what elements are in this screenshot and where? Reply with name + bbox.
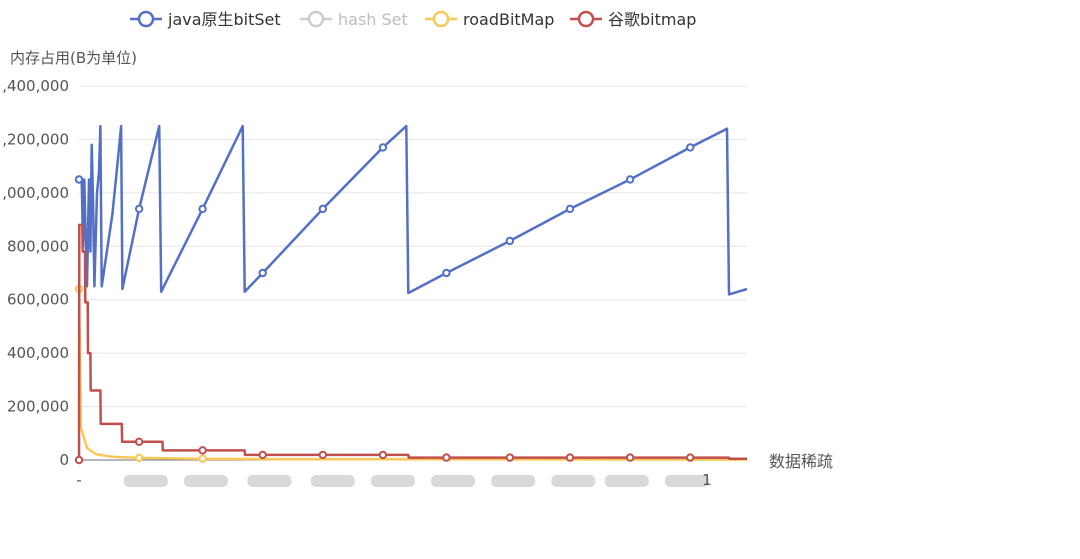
- data-point-marker[interactable]: [258, 450, 267, 460]
- data-point-marker[interactable]: [686, 453, 695, 462]
- x-tick-label-blurred: [123, 475, 168, 487]
- series-line: [79, 124, 748, 296]
- data-point-marker[interactable]: [565, 204, 575, 214]
- x-tick-label-blurred: [604, 475, 649, 487]
- data-point-marker[interactable]: [318, 450, 328, 460]
- data-point-marker[interactable]: [198, 454, 207, 463]
- legend-item[interactable]: hash Set: [300, 10, 408, 29]
- legend-circle-icon: [137, 10, 155, 28]
- legend-item[interactable]: roadBitMap: [425, 10, 554, 29]
- data-point-marker[interactable]: [318, 204, 328, 214]
- y-tick-label: ,400,000: [2, 77, 69, 95]
- series-line: [77, 223, 747, 461]
- data-point-marker[interactable]: [74, 455, 84, 465]
- series-line: [77, 288, 748, 461]
- legend[interactable]: java原生bitSet hash Set roadBitMap 谷歌bitmap: [130, 10, 696, 29]
- data-point-marker[interactable]: [258, 268, 267, 278]
- x-tick-label-blurred: [370, 475, 415, 487]
- data-point-marker[interactable]: [378, 450, 388, 460]
- data-point-marker[interactable]: [565, 453, 575, 462]
- data-point-marker[interactable]: [134, 204, 144, 214]
- x-axis-title: 数据稀疏: [769, 452, 833, 471]
- legend-label: hash Set: [338, 10, 408, 29]
- legend-item[interactable]: java原生bitSet: [130, 10, 281, 29]
- legend-label: 谷歌bitmap: [608, 10, 696, 29]
- series-lines: [74, 124, 748, 465]
- y-tick-label: 600,000: [7, 291, 69, 309]
- y-axis-title: 内存占用(B为单位): [10, 49, 137, 67]
- y-axis-tick-labels: 0 200,000 400,000 600,000 800,000 ,000,000 ,20…: [2, 77, 69, 469]
- x-axis-tick-labels: -1: [76, 471, 711, 489]
- x-tick-label-last: 1: [702, 471, 712, 489]
- x-tick-label-blurred: [431, 475, 476, 487]
- data-point-marker[interactable]: [625, 175, 635, 184]
- data-point-marker[interactable]: [134, 453, 144, 463]
- data-point-marker[interactable]: [134, 437, 144, 447]
- y-tick-label: 200,000: [7, 398, 69, 416]
- data-point-marker[interactable]: [442, 453, 451, 462]
- data-point-marker[interactable]: [505, 236, 515, 246]
- data-point-marker[interactable]: [442, 268, 451, 278]
- legend-circle-icon: [577, 10, 595, 28]
- y-tick-label: 800,000: [7, 237, 69, 255]
- y-gridlines: [79, 85, 747, 408]
- x-tick-label-blurred: [491, 475, 536, 487]
- legend-circle-icon: [432, 10, 450, 28]
- x-tick-label-blurred: [664, 475, 709, 487]
- data-point-marker[interactable]: [505, 453, 515, 462]
- y-tick-label: ,200,000: [2, 130, 69, 148]
- x-tick-label-first: -: [76, 471, 81, 489]
- legend-item[interactable]: 谷歌bitmap: [570, 10, 696, 29]
- legend-circle-icon: [307, 10, 325, 28]
- series-roadBitMap: [74, 284, 748, 463]
- x-tick-label-blurred: [247, 475, 292, 487]
- x-tick-label-blurred: [183, 475, 228, 487]
- series-谷歌bitmap: [74, 223, 747, 465]
- data-point-marker[interactable]: [74, 175, 84, 184]
- y-tick-label: ,000,000: [2, 184, 69, 202]
- x-tick-label-blurred: [310, 475, 355, 487]
- data-point-marker[interactable]: [378, 143, 388, 152]
- data-point-marker[interactable]: [686, 143, 695, 152]
- data-point-marker[interactable]: [198, 204, 207, 214]
- y-tick-label: 0: [59, 451, 69, 469]
- data-point-marker[interactable]: [625, 453, 635, 462]
- legend-label: java原生bitSet: [167, 10, 281, 29]
- x-tick-label-blurred: [551, 475, 596, 487]
- y-tick-label: 400,000: [7, 344, 69, 362]
- legend-label: roadBitMap: [463, 10, 554, 29]
- series-java原生bitSet: [74, 124, 748, 296]
- data-point-marker[interactable]: [198, 446, 207, 455]
